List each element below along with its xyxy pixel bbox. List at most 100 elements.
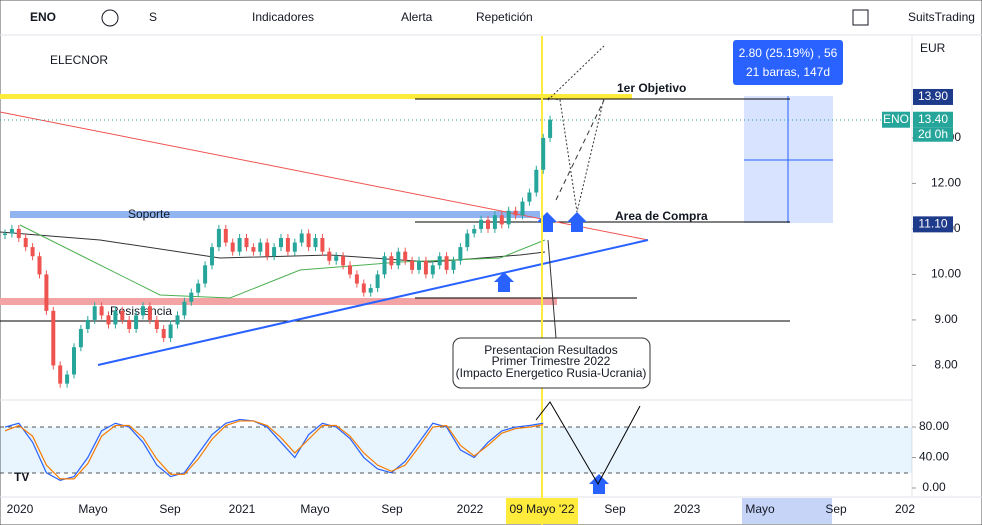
x-tick-label: 202 xyxy=(895,502,915,516)
countdown-bg xyxy=(913,127,953,142)
replay[interactable]: Repetición xyxy=(476,10,533,24)
candle xyxy=(16,228,21,239)
y2-tick-label: 0.00 xyxy=(922,480,946,494)
y-tick-label: 8.00 xyxy=(934,358,958,372)
measure-text: 21 barras, 147d xyxy=(746,65,830,79)
candle xyxy=(534,169,539,193)
support-label: Soporte xyxy=(128,207,170,221)
candle xyxy=(251,247,256,252)
note-box xyxy=(452,337,651,389)
candle xyxy=(99,306,104,316)
candle xyxy=(230,242,235,252)
candle xyxy=(513,210,518,216)
candle xyxy=(548,119,553,138)
candle xyxy=(313,238,318,248)
candle xyxy=(272,247,277,257)
candle xyxy=(258,242,263,252)
candle xyxy=(472,228,477,234)
candle xyxy=(327,251,332,261)
candle xyxy=(299,233,304,243)
candle xyxy=(334,256,339,261)
tv-logo: TV xyxy=(14,470,29,484)
candle xyxy=(417,260,421,270)
y2-tick-label: 40.00 xyxy=(919,450,949,464)
candle xyxy=(113,310,118,325)
candle xyxy=(354,274,359,284)
ma-50 xyxy=(19,224,546,299)
candle xyxy=(527,192,532,202)
x-tick-label: 2022 xyxy=(457,502,484,516)
candle xyxy=(306,233,311,248)
projection-up xyxy=(547,45,605,101)
candle xyxy=(161,329,166,339)
resistance-band xyxy=(0,298,557,305)
candle xyxy=(285,238,290,252)
x-tick-label: Sep xyxy=(604,502,626,516)
symbol[interactable]: ENO xyxy=(30,10,56,24)
candle xyxy=(134,315,139,330)
price-tag-label: 13.40 xyxy=(918,112,948,126)
layout-icon[interactable] xyxy=(852,9,869,26)
measure-box xyxy=(733,40,843,85)
y-tick-label: 12.00 xyxy=(931,176,961,190)
price-tag xyxy=(913,216,953,233)
candle xyxy=(244,238,249,248)
candle xyxy=(348,265,352,275)
alert[interactable]: Alerta xyxy=(401,10,433,24)
candle xyxy=(78,329,83,348)
arrow xyxy=(567,212,587,232)
candle xyxy=(141,306,145,316)
candle xyxy=(458,247,463,261)
candle xyxy=(175,315,180,325)
user[interactable]: SuitsTrading xyxy=(908,10,975,24)
candle xyxy=(499,215,504,225)
y-tick-label: 10.00 xyxy=(931,267,961,281)
candle xyxy=(168,324,173,339)
time-cursor-tag xyxy=(506,498,578,524)
add-icon[interactable] xyxy=(101,9,119,27)
price-tag xyxy=(913,111,953,128)
candle xyxy=(486,219,490,229)
candle xyxy=(9,228,14,234)
candle xyxy=(127,319,132,330)
candle xyxy=(492,215,497,229)
candle xyxy=(106,315,111,325)
candle xyxy=(85,319,90,330)
indicators[interactable]: Indicadores xyxy=(252,10,314,24)
candle xyxy=(389,256,394,266)
candle xyxy=(154,319,159,330)
candle xyxy=(320,238,325,252)
candle xyxy=(216,228,221,248)
note: Presentacion Resultados xyxy=(484,343,617,357)
currency: EUR xyxy=(920,41,946,55)
x-tick-label: Sep xyxy=(825,502,847,516)
y2-tick-label: 80.00 xyxy=(919,419,949,433)
y-tick-label: 9.00 xyxy=(934,312,958,326)
x-tick-label: 2020 xyxy=(7,502,34,516)
trend-down xyxy=(0,111,649,241)
candle xyxy=(437,256,442,266)
candle xyxy=(410,260,415,270)
x-tick-label: Mayo xyxy=(300,502,330,516)
candle xyxy=(382,256,387,275)
x-tick-label: 2021 xyxy=(229,502,256,516)
candle xyxy=(451,260,456,270)
arrow xyxy=(494,272,514,292)
osc-line xyxy=(4,418,544,482)
interval[interactable]: S xyxy=(149,10,157,24)
trend-up xyxy=(97,239,649,366)
candle xyxy=(292,242,297,252)
candle xyxy=(430,265,435,275)
candle xyxy=(147,306,152,320)
candle xyxy=(396,251,401,266)
time-cursor-label: 09 Mayo '22 xyxy=(510,502,575,516)
candle xyxy=(3,233,7,235)
candle xyxy=(520,201,525,216)
candle xyxy=(479,219,484,229)
symbol-tag xyxy=(882,111,910,128)
note: Primer Trimestre 2022 xyxy=(492,354,611,368)
note-pointer xyxy=(547,239,557,339)
candle xyxy=(58,365,63,384)
x-tick-label: 2023 xyxy=(674,502,701,516)
